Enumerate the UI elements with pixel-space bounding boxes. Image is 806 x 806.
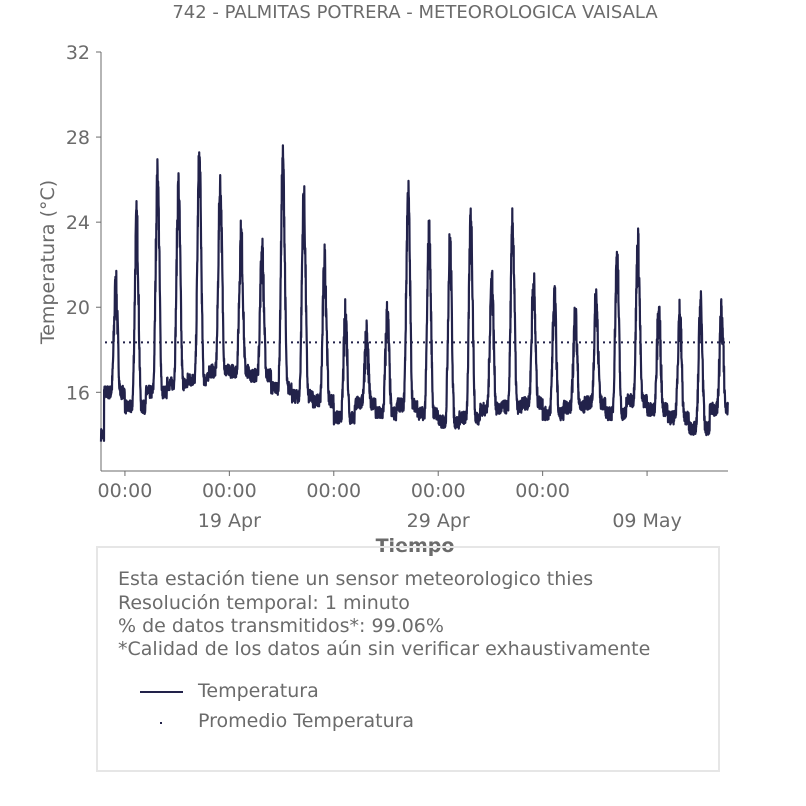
y-tick-label: 20 [66, 297, 90, 319]
temperature-chart: 16 20 24 28 32 00:00 00:00 19 Apr 00:00 00:00 29 … [37, 42, 730, 557]
chart-title: 742 - PALMITAS POTRERA - METEOROLOGICA V… [172, 2, 658, 23]
legend-solid-line-icon [140, 691, 183, 693]
x-tick-label: 00:00 [202, 480, 257, 502]
series-layer [99, 144, 730, 442]
temperatura-series-line [99, 144, 729, 442]
x-tick-date-label: 19 Apr [198, 510, 261, 532]
x-tick-label: 00:00 [411, 480, 466, 502]
station-sensor-text: Esta estación tiene un sensor meteorolog… [118, 568, 594, 590]
legend-label: Promedio Temperatura [198, 710, 415, 732]
axes [100, 52, 728, 472]
y-tick-label: 28 [66, 127, 90, 149]
x-tick-label: 00:00 [306, 480, 361, 502]
legend-dot-icon [160, 722, 162, 724]
data-quality-note: *Calidad de los datos aún sin verificar … [118, 638, 651, 660]
legend-label: Temperatura [198, 680, 319, 702]
x-axis-ticks: 00:00 00:00 19 Apr 00:00 00:00 29 Apr 00:00 09 … [98, 471, 682, 532]
x-tick-date-label: 29 Apr [407, 510, 470, 532]
y-tick-label: 16 [66, 382, 90, 404]
transmission-percent-text: % de datos transmitidos*: 99.06% [118, 615, 444, 637]
y-axis-title: Temperatura (°C) [37, 180, 59, 345]
y-tick-label: 32 [66, 42, 90, 64]
info-box: Esta estación tiene un sensor meteorolog… [96, 546, 720, 772]
x-tick-label: 00:00 [98, 480, 153, 502]
x-tick-label: 00:00 [515, 480, 570, 502]
temporal-resolution-text: Resolución temporal: 1 minuto [118, 592, 410, 614]
y-axis-ticks: 16 20 24 28 32 [66, 42, 101, 404]
y-tick-label: 24 [66, 212, 90, 234]
x-tick-date-label: 09 May [612, 510, 682, 532]
